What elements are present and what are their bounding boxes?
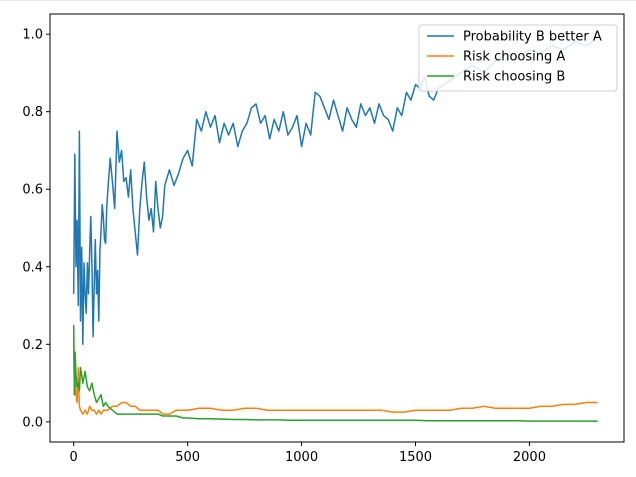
x-axis-ticks: 0 500 1000 1500 2000 — [70, 442, 546, 465]
x-tick-label: 2000 — [513, 450, 546, 465]
series-line-3 — [72, 324, 598, 422]
series-line-2 — [72, 332, 598, 415]
y-tick-label: 0.2 — [22, 338, 43, 353]
x-tick-label: 1500 — [399, 450, 432, 465]
axes-frame — [49, 13, 625, 443]
legend-label: Probability B better A — [463, 30, 602, 45]
y-tick-label: 1.0 — [22, 28, 43, 43]
window-top-border — [0, 0, 636, 1]
y-tick-label: 0.6 — [22, 183, 43, 198]
plot-lines — [72, 37, 599, 422]
legend-label: Risk choosing B — [463, 70, 565, 85]
x-tick-label: 0 — [70, 450, 78, 465]
x-tick-label: 500 — [175, 450, 200, 465]
legend: Probability B better A Risk choosing A Ris… — [418, 24, 618, 92]
y-tick-label: 0.0 — [22, 415, 43, 430]
legend-label: Risk choosing A — [463, 50, 565, 65]
y-tick-label: 0.4 — [22, 260, 43, 275]
y-axis-ticks: 0.0 0.2 0.4 0.6 0.8 1.0 — [22, 28, 50, 430]
series-line-1 — [72, 37, 599, 346]
y-tick-label: 0.8 — [22, 105, 43, 120]
legend-box — [418, 24, 618, 92]
x-tick-label: 1000 — [285, 450, 318, 465]
